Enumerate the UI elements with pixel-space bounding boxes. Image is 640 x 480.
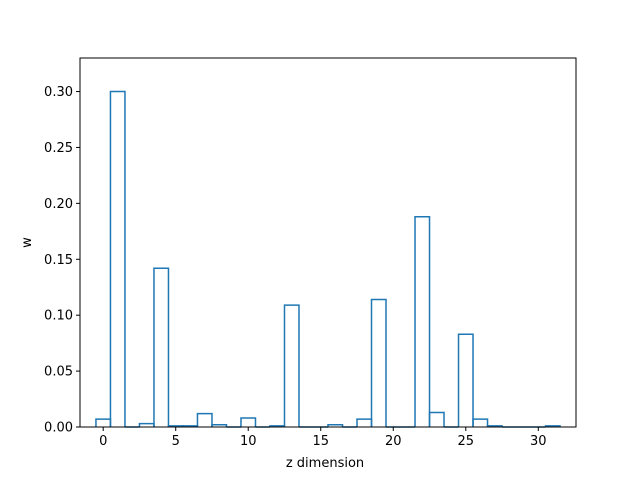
histogram-bar [428, 411, 445, 427]
histogram-bar [95, 418, 112, 427]
histogram-bar [283, 304, 300, 427]
histogram-bar [370, 298, 387, 427]
x-tick-label: 0 [99, 434, 107, 449]
histogram-bar [414, 216, 431, 427]
x-axis-label: z dimension [286, 456, 364, 471]
histogram-bar [356, 418, 373, 427]
y-axis-label: w [20, 237, 35, 248]
x-tick-label: 25 [458, 434, 475, 449]
x-tick-label: 20 [385, 434, 402, 449]
histogram-bar [211, 424, 228, 427]
histogram-bar [472, 418, 489, 427]
y-tick-label: 0.10 [44, 309, 73, 324]
histogram-bar [544, 425, 561, 427]
histogram-bar [240, 417, 257, 427]
x-tick-label: 15 [312, 434, 329, 449]
histogram-bar [138, 422, 155, 427]
histogram-bar [109, 90, 126, 427]
y-tick-label: 0.05 [44, 365, 73, 380]
y-tick-label: 0.20 [44, 197, 73, 212]
histogram-bar [153, 267, 170, 427]
y-tick-label: 0.25 [44, 141, 73, 156]
histogram-bar [327, 424, 344, 427]
axes-frame [79, 57, 577, 428]
histogram-bar [196, 412, 213, 427]
x-tick-label: 5 [172, 434, 180, 449]
y-tick-label: 0.15 [44, 253, 73, 268]
x-tick-label: 30 [530, 434, 547, 449]
y-tick-label: 0.00 [44, 421, 73, 436]
histogram-bar [457, 333, 474, 427]
y-tick-label: 0.30 [44, 85, 73, 100]
x-tick-label: 10 [240, 434, 257, 449]
histogram-bar [486, 425, 503, 427]
